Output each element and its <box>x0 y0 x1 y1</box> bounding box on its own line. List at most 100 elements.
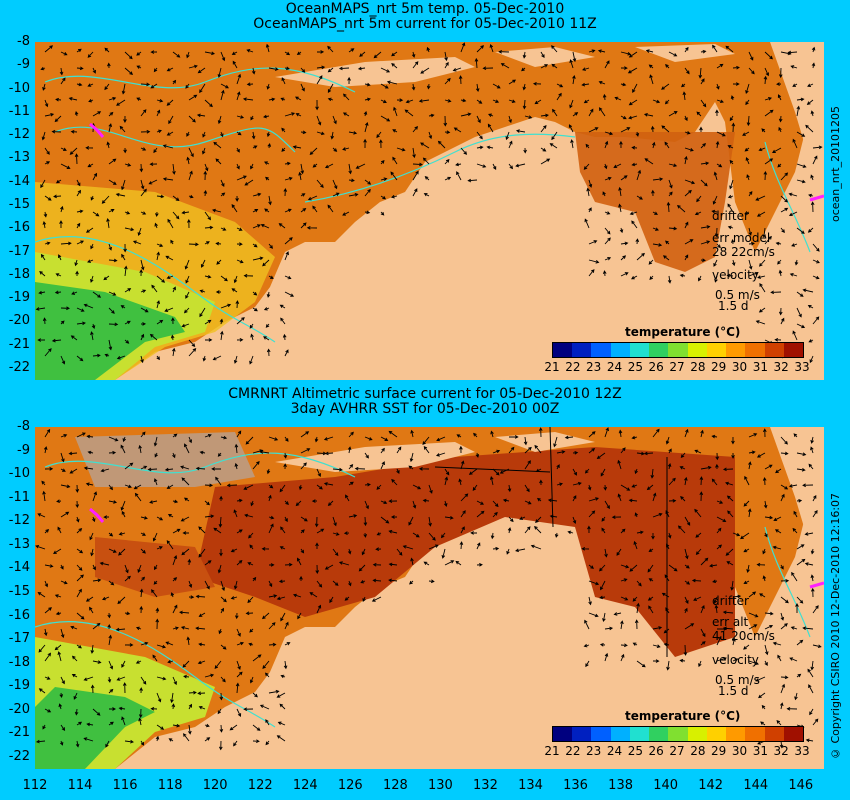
current-arrow <box>694 211 702 216</box>
current-arrow <box>380 436 389 441</box>
current-arrow <box>694 508 702 518</box>
current-arrow <box>236 560 243 566</box>
current-arrow <box>587 484 592 491</box>
current-arrow <box>665 510 670 518</box>
map-panel-1[interactable] <box>35 42 824 380</box>
current-arrow <box>324 564 334 570</box>
current-arrow <box>147 467 158 472</box>
current-arrow <box>810 436 814 444</box>
current-arrow <box>236 430 242 438</box>
current-arrow <box>166 131 174 136</box>
colorbar-tick-label: 31 <box>752 744 768 758</box>
current-arrow <box>540 51 545 59</box>
current-arrow <box>482 66 494 71</box>
current-arrow <box>188 595 195 599</box>
current-arrow <box>188 242 199 247</box>
current-arrow <box>372 578 382 583</box>
current-arrow <box>716 63 724 69</box>
current-arrow <box>372 562 382 567</box>
current-arrow <box>220 83 229 89</box>
current-arrow <box>148 179 158 185</box>
current-arrow <box>363 138 367 149</box>
current-arrow <box>652 492 657 502</box>
current-arrow <box>59 692 64 699</box>
current-arrow <box>327 83 334 93</box>
current-arrow <box>716 83 720 90</box>
current-arrow <box>218 740 223 751</box>
current-arrow <box>620 447 626 454</box>
current-arrow <box>121 83 126 95</box>
current-arrow <box>57 526 62 534</box>
current-arrow <box>796 163 807 168</box>
current-arrow <box>632 596 638 602</box>
current-arrow <box>506 548 510 555</box>
current-arrow <box>755 676 766 682</box>
current-arrow <box>764 611 774 616</box>
current-arrow <box>684 623 695 630</box>
current-arrow <box>796 544 805 550</box>
lat-tick-label: -11 <box>8 489 30 505</box>
current-arrow <box>780 683 786 694</box>
current-arrow <box>540 124 547 133</box>
current-arrow <box>536 497 542 502</box>
current-arrow <box>90 243 94 250</box>
current-arrow <box>316 484 323 490</box>
current-arrow <box>627 67 638 74</box>
current-arrow <box>780 227 785 233</box>
current-arrow <box>122 436 127 443</box>
current-arrow <box>683 644 688 656</box>
current-arrow <box>263 114 270 119</box>
current-arrow <box>198 548 206 558</box>
current-arrow <box>283 660 288 670</box>
current-arrow <box>220 227 227 231</box>
current-arrow <box>396 548 403 556</box>
current-arrow <box>54 644 62 651</box>
current-arrow <box>364 500 369 510</box>
current-arrow <box>124 564 129 574</box>
map-panel-2[interactable] <box>35 427 824 769</box>
current-arrow <box>364 179 372 185</box>
current-arrow <box>124 611 131 616</box>
current-arrow <box>588 497 600 502</box>
current-arrow <box>636 580 642 587</box>
current-arrow <box>44 607 52 614</box>
current-arrow <box>265 176 270 181</box>
current-arrow <box>808 339 814 343</box>
current-arrow <box>588 612 599 618</box>
current-arrow <box>150 50 158 54</box>
current-arrow <box>554 532 559 538</box>
current-arrow <box>380 461 385 470</box>
current-arrow <box>204 723 210 728</box>
current-arrow <box>684 254 689 261</box>
current-arrow <box>236 259 244 264</box>
current-arrow <box>776 720 782 726</box>
colorbar-tick-label: 25 <box>627 360 643 374</box>
current-arrow <box>188 115 196 123</box>
current-arrow <box>198 705 206 710</box>
current-arrow <box>44 45 54 53</box>
current-arrow <box>44 99 49 108</box>
current-arrow <box>108 580 115 586</box>
current-arrow <box>582 67 590 71</box>
current-arrow <box>556 83 564 88</box>
current-arrow <box>620 272 629 277</box>
current-arrow <box>443 115 448 127</box>
current-arrow <box>811 46 816 53</box>
current-arrow <box>76 222 81 229</box>
current-arrow <box>764 158 774 165</box>
current-arrow <box>700 258 706 262</box>
current-arrow <box>602 191 606 197</box>
current-arrow <box>298 171 302 181</box>
current-arrow <box>492 511 498 518</box>
current-arrow <box>588 207 592 213</box>
current-arrow <box>648 259 654 265</box>
colorbar-tick-label: 27 <box>669 744 685 758</box>
lon-tick-label: 126 <box>337 778 363 793</box>
current-arrow <box>652 99 661 104</box>
current-arrow <box>262 259 270 267</box>
current-arrow <box>755 195 766 201</box>
current-arrow <box>364 82 371 87</box>
current-arrow <box>300 193 306 197</box>
lat-tick-label: -10 <box>8 80 30 96</box>
current-arrow <box>219 724 224 733</box>
